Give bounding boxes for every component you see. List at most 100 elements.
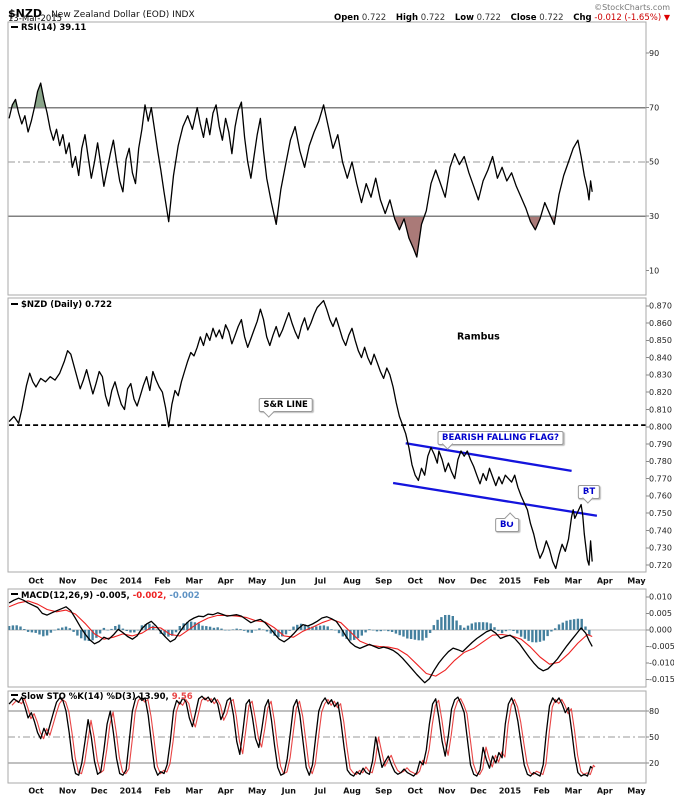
macd-histogram-bar: [125, 629, 128, 631]
macd-histogram-bar: [504, 629, 508, 632]
macd-histogram-bar: [186, 621, 189, 630]
macd-histogram-bar: [220, 628, 223, 630]
macd-histogram-bar: [254, 629, 257, 631]
macd-histogram-bar: [330, 629, 333, 630]
rsi-legend: RSI(14) 39.11: [11, 23, 86, 33]
macd-histogram-bar: [432, 625, 435, 630]
chg-label: Chg: [573, 13, 592, 23]
macd-histogram-bar: [277, 629, 280, 637]
macd-y-tick-label: 0.005: [649, 609, 672, 618]
legend-part: -0.002: [169, 590, 200, 601]
macd-histogram-bar: [140, 625, 144, 630]
macd-histogram-bar: [485, 622, 489, 630]
macd-histogram-bar: [497, 629, 500, 632]
macd-histogram-bar: [26, 629, 30, 632]
x-tick-label-Feb: Feb: [533, 787, 550, 796]
x-tick-label-Nov: Nov: [59, 787, 77, 796]
macd-histogram-bar: [341, 629, 344, 637]
macd-histogram-bar: [68, 628, 71, 630]
macd-histogram-bar: [110, 628, 113, 630]
x-tick-label-Jul: Jul: [314, 577, 327, 586]
macd-histogram-bar: [265, 629, 269, 632]
macd-histogram-bar: [23, 629, 26, 630]
macd-histogram-bar: [413, 629, 417, 640]
macd-histogram-bar: [239, 629, 242, 630]
macd-histogram-bar: [315, 626, 318, 630]
macd-histogram-bar: [390, 629, 394, 632]
macd-histogram-bar: [235, 628, 238, 630]
macd-histogram-bar: [516, 629, 519, 634]
rsi-y-tick-label: 50: [649, 158, 659, 167]
macd-histogram-bar: [190, 621, 193, 630]
flag-lower-line: [392, 481, 598, 517]
macd-histogram-bar: [197, 623, 200, 630]
price-y-tick-label: 0.780: [649, 457, 672, 466]
x-tick-label-Nov: Nov: [438, 787, 456, 796]
price-y-tick-label: 0.750: [649, 509, 672, 518]
macd-histogram-bar: [212, 627, 216, 630]
macd-histogram-bar: [284, 629, 288, 635]
price-y-tick-label: 0.790: [649, 440, 672, 449]
macd-histogram-bar: [49, 629, 53, 633]
macd-histogram-bar: [519, 629, 523, 637]
macd-histogram-bar: [387, 629, 390, 632]
macd-histogram-bar: [542, 629, 545, 641]
macd-histogram-bar: [318, 625, 322, 630]
x-tick-label-May: May: [627, 577, 646, 586]
flag-callout: BEARISH FALLING FLAG?: [437, 431, 564, 451]
macd-histogram-bar: [7, 626, 11, 630]
price-close-line: [8, 299, 593, 570]
flag-upper-line: [405, 442, 572, 473]
rsi-y-tick-label: 30: [649, 212, 659, 221]
x-tick-label-2014: 2014: [120, 577, 143, 586]
macd-signal-line: [8, 600, 593, 677]
macd-histogram-bar: [383, 629, 386, 631]
macd-histogram-bar: [474, 622, 477, 630]
macd-histogram-bar: [451, 616, 454, 630]
macd-histogram-bar: [42, 629, 45, 637]
x-tick-label-Mar: Mar: [185, 577, 202, 586]
macd-histogram-bar: [493, 627, 496, 630]
price-y-tick-label: 0.740: [649, 526, 672, 535]
legend-part: RSI(14) 39.11: [21, 23, 87, 33]
macd-histogram-bar: [580, 618, 583, 630]
macd-histogram-bar: [144, 624, 147, 630]
macd-histogram-bar: [375, 629, 379, 632]
macd-y-tick-label: 0.000: [649, 626, 672, 635]
legend-line-sample-icon: [11, 25, 18, 28]
x-tick-label-2014: 2014: [120, 787, 143, 796]
macd-histogram-bar: [178, 626, 181, 630]
macd-histogram-bar: [478, 622, 481, 630]
macd-histogram-bar: [428, 629, 432, 633]
macd-histogram-bar: [326, 626, 329, 630]
x-tick-label-2015: 2015: [499, 577, 522, 586]
macd-histogram-bar: [356, 629, 360, 639]
ticker-name: New Zealand Dollar (EOD) INDX: [51, 10, 195, 20]
stockcharts-credit: ©StockCharts.com: [594, 3, 670, 12]
macd-histogram-bar: [19, 626, 22, 630]
macd-histogram-bar: [447, 614, 451, 630]
sto-legend: Slow STO %K(14) %D(3) 13.90, 9.56: [11, 692, 193, 702]
macd-histogram-bar: [398, 629, 401, 636]
macd-histogram-bar: [550, 629, 553, 632]
x-tick-label-Oct: Oct: [408, 577, 424, 586]
macd-histogram-bar: [436, 619, 439, 630]
x-tick-label-Mar: Mar: [565, 787, 582, 796]
macd-histogram-bar: [15, 625, 18, 630]
macd-histogram-bar: [557, 624, 561, 630]
macd-histogram-bar: [72, 629, 75, 632]
open-label: Open: [334, 13, 360, 23]
macd-histogram-bar: [379, 629, 382, 632]
macd-histogram-bar: [364, 629, 367, 633]
macd-histogram-bar: [440, 617, 443, 630]
x-tick-label-May: May: [248, 577, 267, 586]
x-tick-label-Sep: Sep: [375, 787, 392, 796]
macd-histogram-bar: [174, 629, 178, 633]
macd-histogram-bar: [148, 623, 151, 630]
macd-histogram-bar: [133, 629, 136, 633]
macd-histogram-bar: [360, 629, 363, 636]
macd-histogram-bar: [30, 629, 34, 633]
x-tick-label-May: May: [627, 787, 646, 796]
high-value: 0.722: [420, 13, 446, 23]
